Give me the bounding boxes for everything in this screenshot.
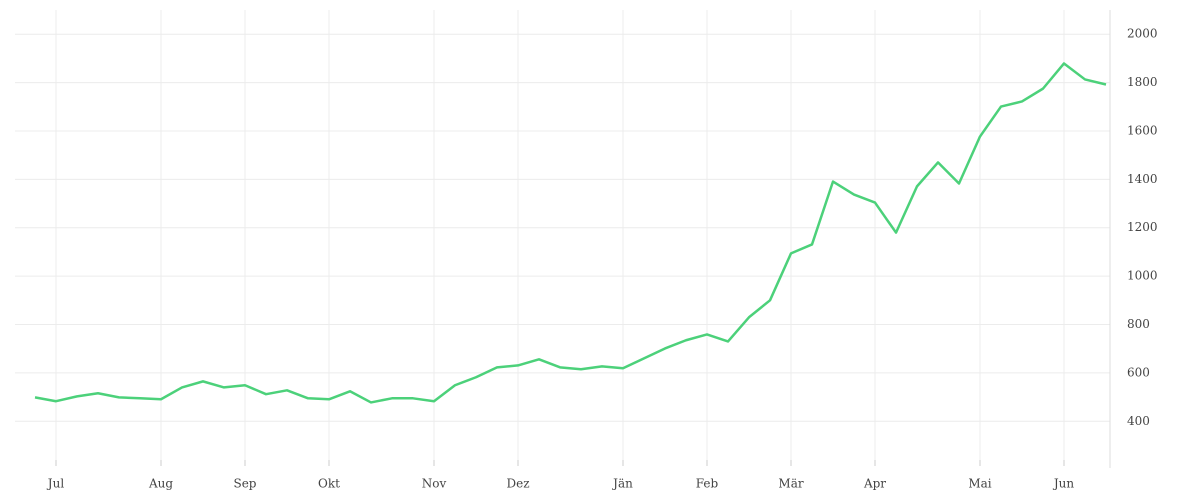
y-tick-label: 1600 — [1127, 123, 1158, 137]
x-tick-label: Aug — [148, 477, 173, 491]
x-tick-label: Feb — [696, 477, 719, 491]
x-tick-label: Apr — [863, 477, 886, 491]
y-tick-label: 1800 — [1127, 75, 1158, 89]
line — [34, 62, 1107, 404]
x-tick-label: Sep — [233, 477, 256, 491]
x-tick-label: Dez — [506, 477, 529, 491]
y-tick-label: 1200 — [1127, 220, 1158, 234]
y-tick-label: 1400 — [1127, 172, 1158, 186]
x-tick-label: Mär — [778, 477, 803, 491]
y-tick-label: 1000 — [1127, 269, 1158, 283]
x-tick-label: Nov — [422, 477, 447, 491]
x-tick-label: Jun — [1052, 477, 1075, 491]
x-tick-label: Okt — [318, 477, 340, 491]
x-tick-label: Jul — [46, 477, 65, 491]
y-tick-label: 2000 — [1127, 27, 1158, 41]
x-tick-label: Mai — [968, 477, 991, 491]
x-tick-label: Jän — [611, 477, 633, 491]
y-tick-label: 600 — [1127, 365, 1150, 379]
y-tick-label: 800 — [1127, 317, 1150, 331]
y-tick-label: 400 — [1127, 414, 1150, 428]
